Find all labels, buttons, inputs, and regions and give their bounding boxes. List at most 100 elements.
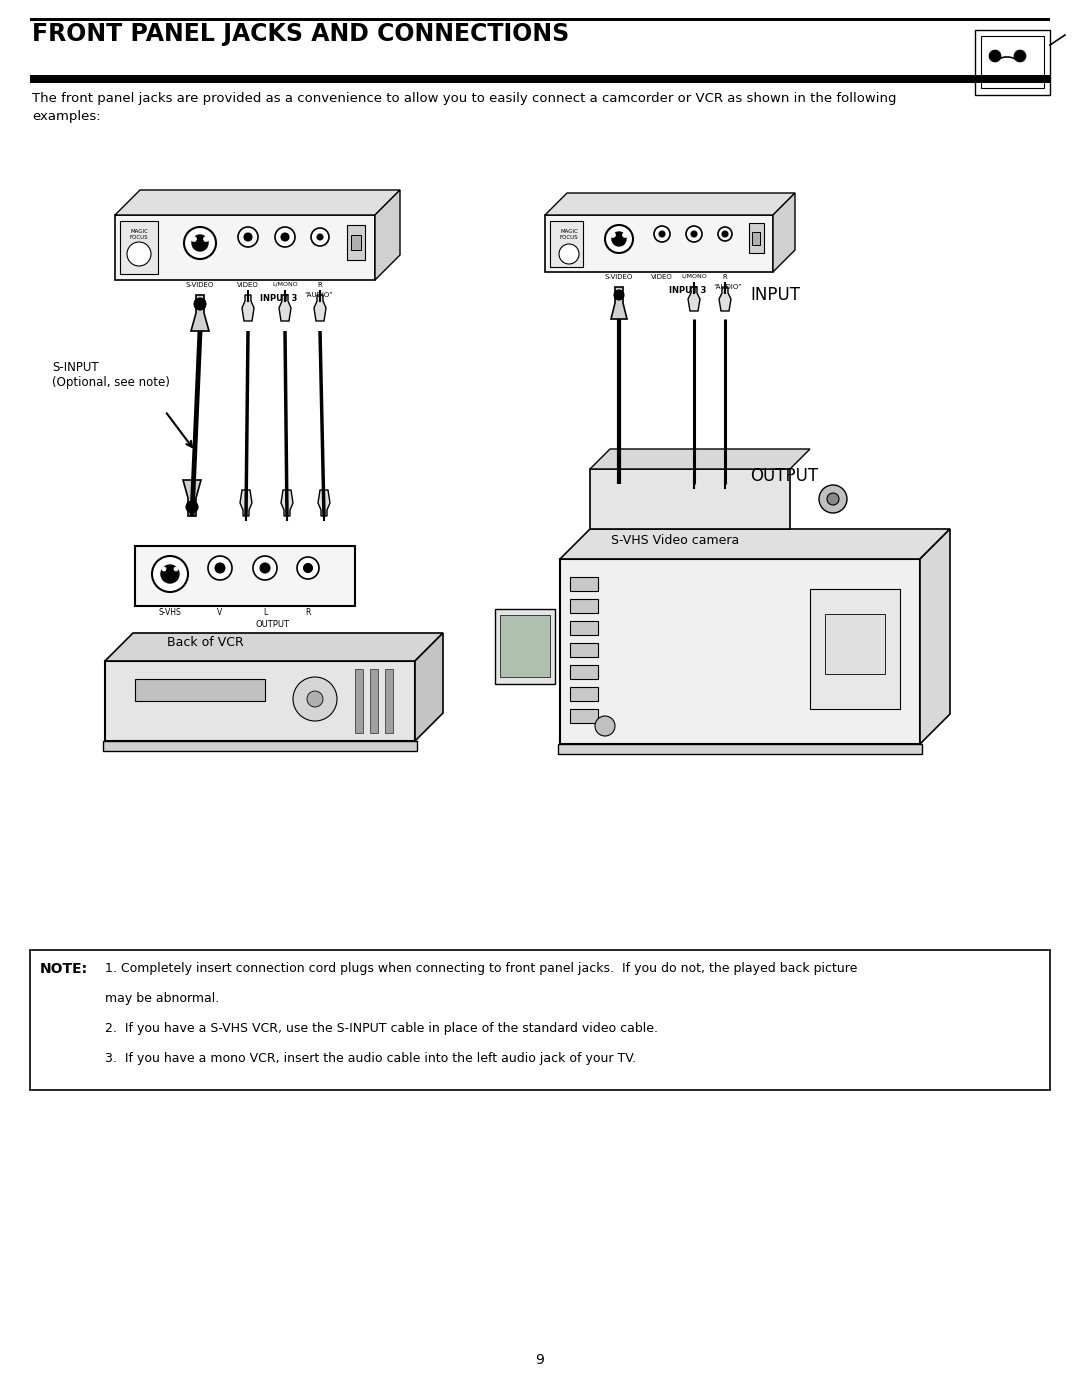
Bar bbox=[114, 215, 375, 279]
Text: S-INPUT
(Optional, see note): S-INPUT (Optional, see note) bbox=[52, 360, 170, 388]
Circle shape bbox=[1014, 50, 1026, 61]
Circle shape bbox=[244, 233, 252, 242]
Circle shape bbox=[654, 226, 670, 242]
Circle shape bbox=[127, 242, 151, 265]
Polygon shape bbox=[688, 286, 700, 312]
Text: 9: 9 bbox=[536, 1354, 544, 1368]
Bar bbox=[135, 679, 265, 701]
Bar bbox=[975, 29, 1050, 95]
Circle shape bbox=[612, 232, 626, 246]
Bar bbox=[570, 710, 598, 724]
Text: OUTPUT: OUTPUT bbox=[750, 467, 819, 485]
Bar bbox=[545, 215, 773, 272]
Bar bbox=[384, 669, 393, 733]
Polygon shape bbox=[590, 448, 810, 469]
Polygon shape bbox=[719, 286, 731, 312]
Circle shape bbox=[819, 485, 847, 513]
Polygon shape bbox=[920, 529, 950, 745]
Circle shape bbox=[559, 244, 579, 264]
Bar bbox=[351, 235, 361, 250]
Text: V: V bbox=[217, 608, 222, 617]
Polygon shape bbox=[611, 453, 627, 483]
Bar bbox=[495, 609, 555, 685]
Polygon shape bbox=[242, 295, 254, 321]
Polygon shape bbox=[611, 286, 627, 319]
Polygon shape bbox=[318, 490, 330, 515]
Text: may be abnormal.: may be abnormal. bbox=[105, 992, 219, 1004]
Bar bbox=[810, 590, 900, 710]
Circle shape bbox=[311, 228, 329, 246]
Bar bbox=[570, 643, 598, 657]
Circle shape bbox=[595, 717, 615, 736]
Circle shape bbox=[307, 692, 323, 707]
Polygon shape bbox=[375, 190, 400, 279]
Text: MAGIC
FOCUS: MAGIC FOCUS bbox=[130, 229, 148, 240]
Polygon shape bbox=[545, 193, 795, 215]
Text: S-VIDEO: S-VIDEO bbox=[605, 274, 633, 279]
Polygon shape bbox=[314, 295, 326, 321]
Circle shape bbox=[281, 233, 289, 242]
Bar bbox=[30, 75, 1050, 82]
Circle shape bbox=[686, 226, 702, 242]
Bar bbox=[752, 232, 760, 244]
Polygon shape bbox=[719, 460, 731, 483]
Circle shape bbox=[152, 556, 188, 592]
Text: L/MONO: L/MONO bbox=[272, 282, 298, 286]
Circle shape bbox=[615, 471, 624, 481]
Polygon shape bbox=[688, 460, 700, 483]
Circle shape bbox=[303, 563, 312, 573]
Text: 2.  If you have a S-VHS VCR, use the S-INPUT cable in place of the standard vide: 2. If you have a S-VHS VCR, use the S-IN… bbox=[105, 1023, 658, 1035]
Bar bbox=[825, 615, 885, 673]
Circle shape bbox=[691, 231, 697, 237]
Text: R: R bbox=[318, 282, 322, 288]
Circle shape bbox=[293, 678, 337, 721]
Bar bbox=[750, 224, 764, 253]
Bar bbox=[570, 577, 598, 591]
Text: INPUT: INPUT bbox=[750, 286, 800, 305]
Circle shape bbox=[260, 563, 270, 573]
Circle shape bbox=[318, 235, 323, 240]
Bar bbox=[550, 221, 583, 267]
Text: S-VHS Video camera: S-VHS Video camera bbox=[611, 534, 739, 548]
Bar bbox=[570, 665, 598, 679]
Circle shape bbox=[659, 231, 665, 237]
Circle shape bbox=[208, 556, 232, 580]
Bar bbox=[570, 687, 598, 701]
Circle shape bbox=[174, 567, 178, 571]
Text: R: R bbox=[306, 608, 311, 617]
Text: R: R bbox=[723, 274, 727, 279]
Bar bbox=[105, 661, 415, 740]
Circle shape bbox=[192, 235, 208, 251]
Circle shape bbox=[718, 226, 732, 242]
Bar bbox=[570, 622, 598, 636]
Text: VIDEO: VIDEO bbox=[651, 274, 673, 279]
Polygon shape bbox=[183, 481, 201, 515]
Bar bbox=[30, 950, 1050, 1090]
Text: Back of VCR: Back of VCR bbox=[166, 636, 243, 650]
Text: “AUDIO”: “AUDIO” bbox=[713, 284, 742, 291]
Polygon shape bbox=[114, 190, 400, 215]
Circle shape bbox=[723, 231, 728, 237]
Text: 3.  If you have a mono VCR, insert the audio cable into the left audio jack of y: 3. If you have a mono VCR, insert the au… bbox=[105, 1052, 636, 1065]
Circle shape bbox=[297, 557, 319, 578]
Circle shape bbox=[827, 493, 839, 504]
Circle shape bbox=[238, 226, 258, 247]
Circle shape bbox=[275, 226, 295, 247]
Bar bbox=[30, 18, 1050, 21]
Polygon shape bbox=[240, 490, 252, 515]
Text: L: L bbox=[262, 608, 267, 617]
Text: S-VIDEO: S-VIDEO bbox=[186, 282, 214, 288]
Bar bbox=[570, 599, 598, 613]
Text: “AUDIO”: “AUDIO” bbox=[303, 292, 333, 298]
Bar bbox=[120, 221, 158, 274]
Polygon shape bbox=[105, 633, 443, 661]
Text: S-VHS: S-VHS bbox=[159, 608, 181, 617]
Circle shape bbox=[184, 226, 216, 258]
Text: L/MONO: L/MONO bbox=[681, 274, 707, 279]
Text: FRONT PANEL JACKS AND CONNECTIONS: FRONT PANEL JACKS AND CONNECTIONS bbox=[32, 22, 569, 46]
Circle shape bbox=[615, 291, 624, 300]
Circle shape bbox=[253, 556, 276, 580]
Circle shape bbox=[161, 564, 179, 583]
Circle shape bbox=[191, 236, 197, 242]
Text: NOTE:: NOTE: bbox=[40, 963, 89, 977]
